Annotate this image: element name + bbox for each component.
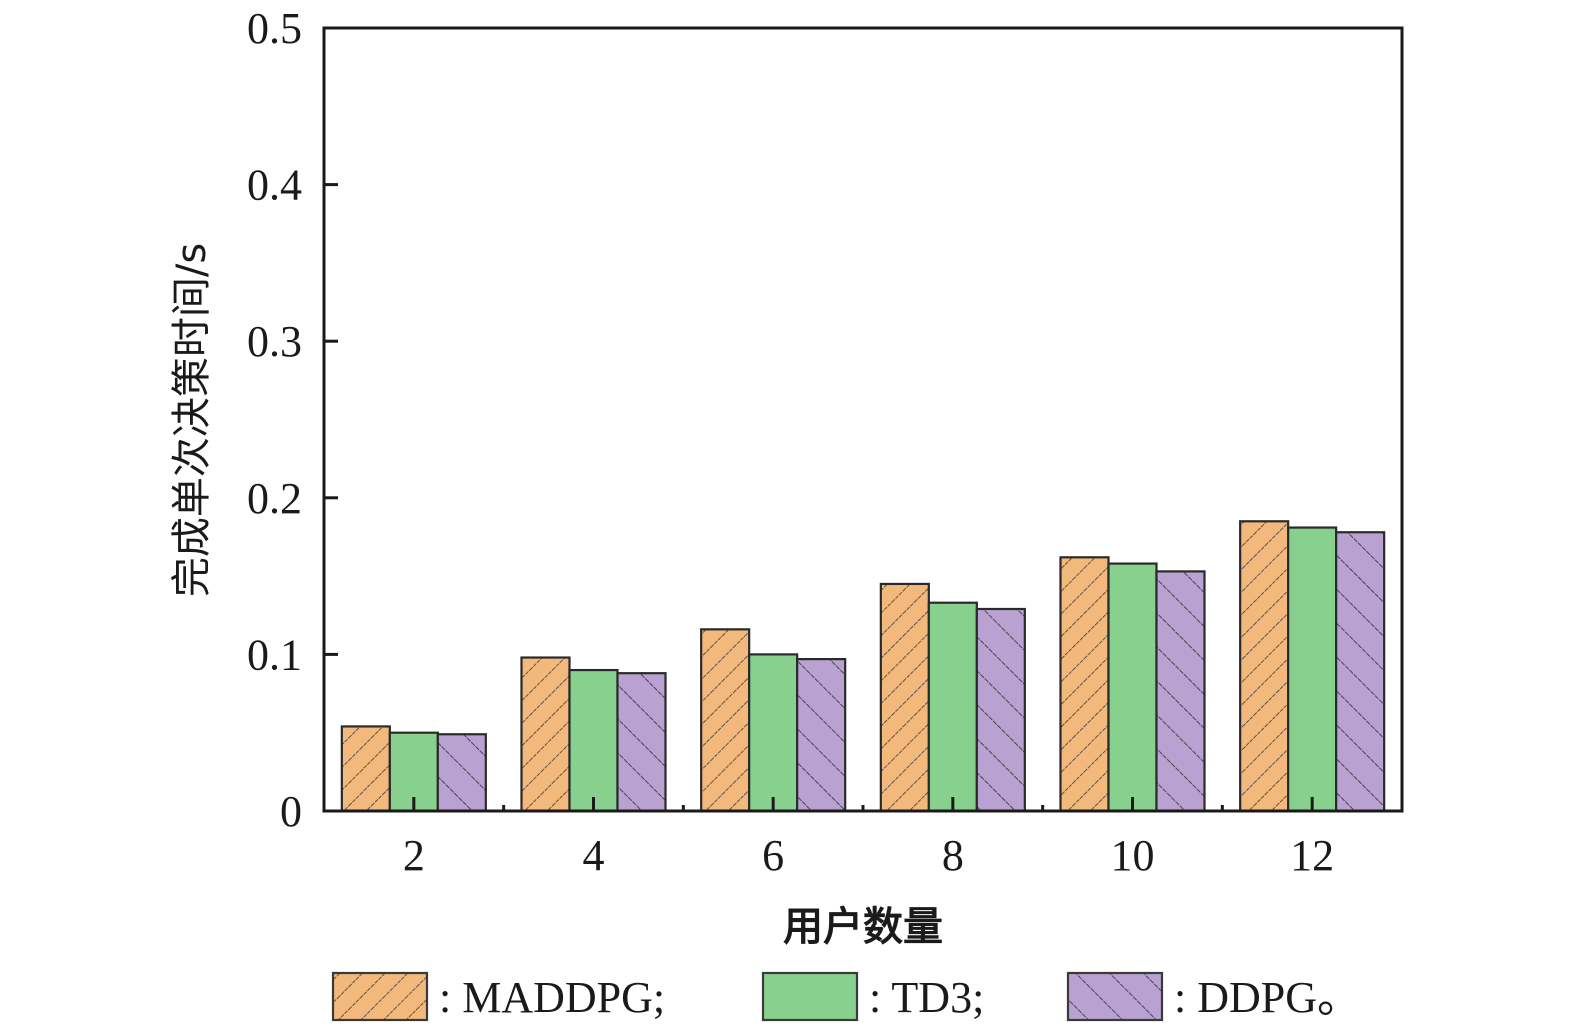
x-axis-title: 用户数量	[783, 904, 943, 950]
y-tick-label: 0.2	[247, 474, 302, 523]
x-tick-label: 4	[583, 831, 605, 880]
bar-maddpg-10	[1059, 556, 1110, 813]
legend-item-ddpg: : DDPG。	[1066, 971, 1361, 1022]
bar-hatch	[437, 734, 486, 811]
bar-maddpg-8	[879, 582, 930, 813]
bar-ddpg-10	[1155, 570, 1206, 813]
bar-fill	[569, 670, 618, 811]
y-tick-label: 0.4	[247, 161, 302, 210]
bar-fill	[749, 654, 798, 811]
bar-hatch	[880, 583, 929, 811]
bar-td3-12	[1287, 526, 1338, 813]
bar-td3-4	[568, 668, 619, 813]
bar-ddpg-6	[796, 657, 847, 813]
bar-fill	[928, 602, 977, 811]
x-tick-label: 10	[1111, 831, 1155, 880]
x-tick-label: 12	[1290, 831, 1334, 880]
bar-hatch	[797, 659, 846, 811]
bar-fill	[1288, 527, 1337, 811]
bar-hatch	[1336, 532, 1385, 811]
legend-label: : MADDPG;	[439, 973, 665, 1022]
legend-label: : TD3;	[869, 973, 984, 1022]
y-tick-label: 0	[280, 787, 302, 836]
x-axis: 2 4 6 8 10 12	[403, 797, 1334, 880]
bar-hatch	[1240, 521, 1289, 811]
legend-swatch	[763, 973, 857, 1020]
bar-hatch	[976, 608, 1025, 811]
legend-swatch-outline	[1066, 971, 1164, 1022]
bar-hatch	[521, 657, 570, 811]
bar-td3-8	[927, 601, 978, 813]
legend-item-td3: : TD3;	[761, 971, 984, 1022]
bar-maddpg-4	[520, 656, 571, 813]
legend-item-maddpg: : MADDPG;	[331, 971, 665, 1022]
bar-fill	[1108, 563, 1157, 811]
bar-ddpg-2	[436, 733, 487, 813]
legend-swatch-hatch	[1068, 973, 1162, 1020]
bar-ddpg-4	[616, 672, 667, 813]
legend-swatch-outline	[331, 971, 429, 1022]
x-tick-label: 6	[762, 831, 784, 880]
bar-hatch	[1060, 557, 1109, 811]
legend-label: : DDPG。	[1174, 973, 1361, 1022]
bar-hatch	[341, 726, 390, 811]
bar-maddpg-2	[340, 725, 391, 813]
y-tick-label: 0.1	[247, 630, 302, 679]
legend: : MADDPG; : TD3; : DDPG。	[331, 971, 1361, 1022]
y-tick-label: 0.5	[247, 4, 302, 53]
bar-maddpg-12	[1239, 520, 1290, 813]
y-axis-title: 完成单次决策时间/s	[169, 243, 215, 597]
bar-ddpg-8	[975, 607, 1026, 813]
x-tick-label: 2	[403, 831, 425, 880]
bar-hatch	[617, 673, 666, 811]
bar-hatch	[1156, 571, 1205, 811]
bar-td3-6	[748, 653, 799, 813]
y-axis: 0 0.1 0.2 0.3 0.4 0.5	[247, 4, 338, 836]
bars-layer	[340, 520, 1386, 813]
legend-swatch-hatch	[333, 973, 427, 1020]
legend-swatch-outline	[761, 971, 859, 1022]
y-tick-label: 0.3	[247, 317, 302, 366]
bar-maddpg-6	[700, 628, 751, 813]
bar-hatch	[701, 629, 750, 811]
x-tick-label: 8	[942, 831, 964, 880]
bar-td3-10	[1107, 562, 1158, 813]
bar-ddpg-12	[1335, 531, 1386, 813]
